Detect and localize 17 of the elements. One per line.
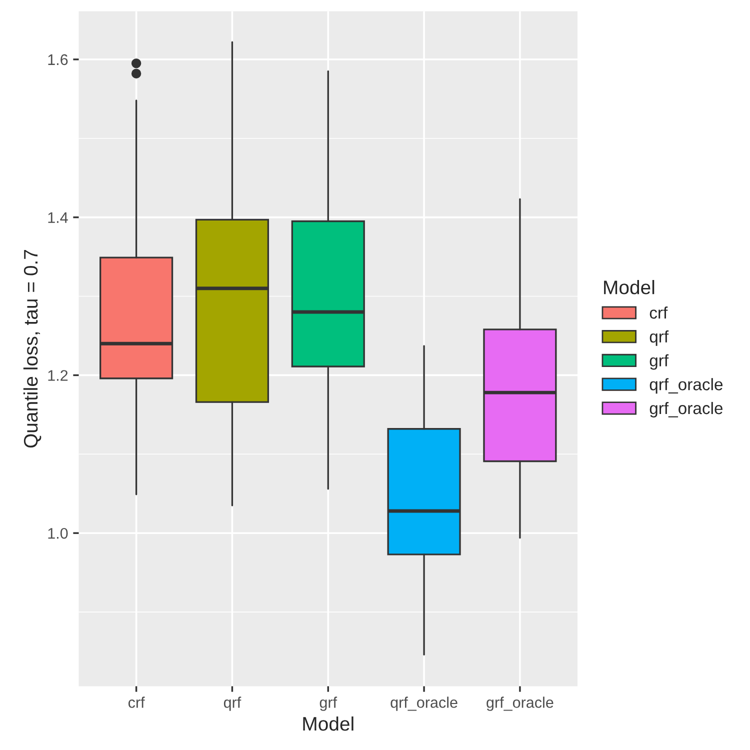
x-tick-label: qrf [224, 696, 242, 711]
x-tick-label: grf [320, 696, 338, 711]
legend-label: grf_oracle [650, 402, 723, 418]
x-tick-label: crf [128, 696, 145, 708]
x-axis-title: Model [303, 716, 354, 731]
y-tick-label: 1.4 [48, 212, 68, 223]
legend-label: qrf_oracle [650, 378, 723, 394]
y-tick-label: 1.2 [48, 370, 68, 381]
legend-label: qrf [650, 330, 669, 346]
legend-label: crf [650, 306, 668, 319]
y-axis-title: Quantile loss, tau = 0.7 [23, 250, 42, 448]
x-tick-label: qrf_oracle [390, 696, 458, 711]
legend-title: Model [604, 280, 654, 294]
y-tick-label: 1.6 [48, 54, 68, 66]
x-tick-label: grf_oracle [486, 696, 554, 711]
legend-label: grf [650, 354, 669, 370]
y-tick-label: 1.0 [48, 528, 68, 539]
